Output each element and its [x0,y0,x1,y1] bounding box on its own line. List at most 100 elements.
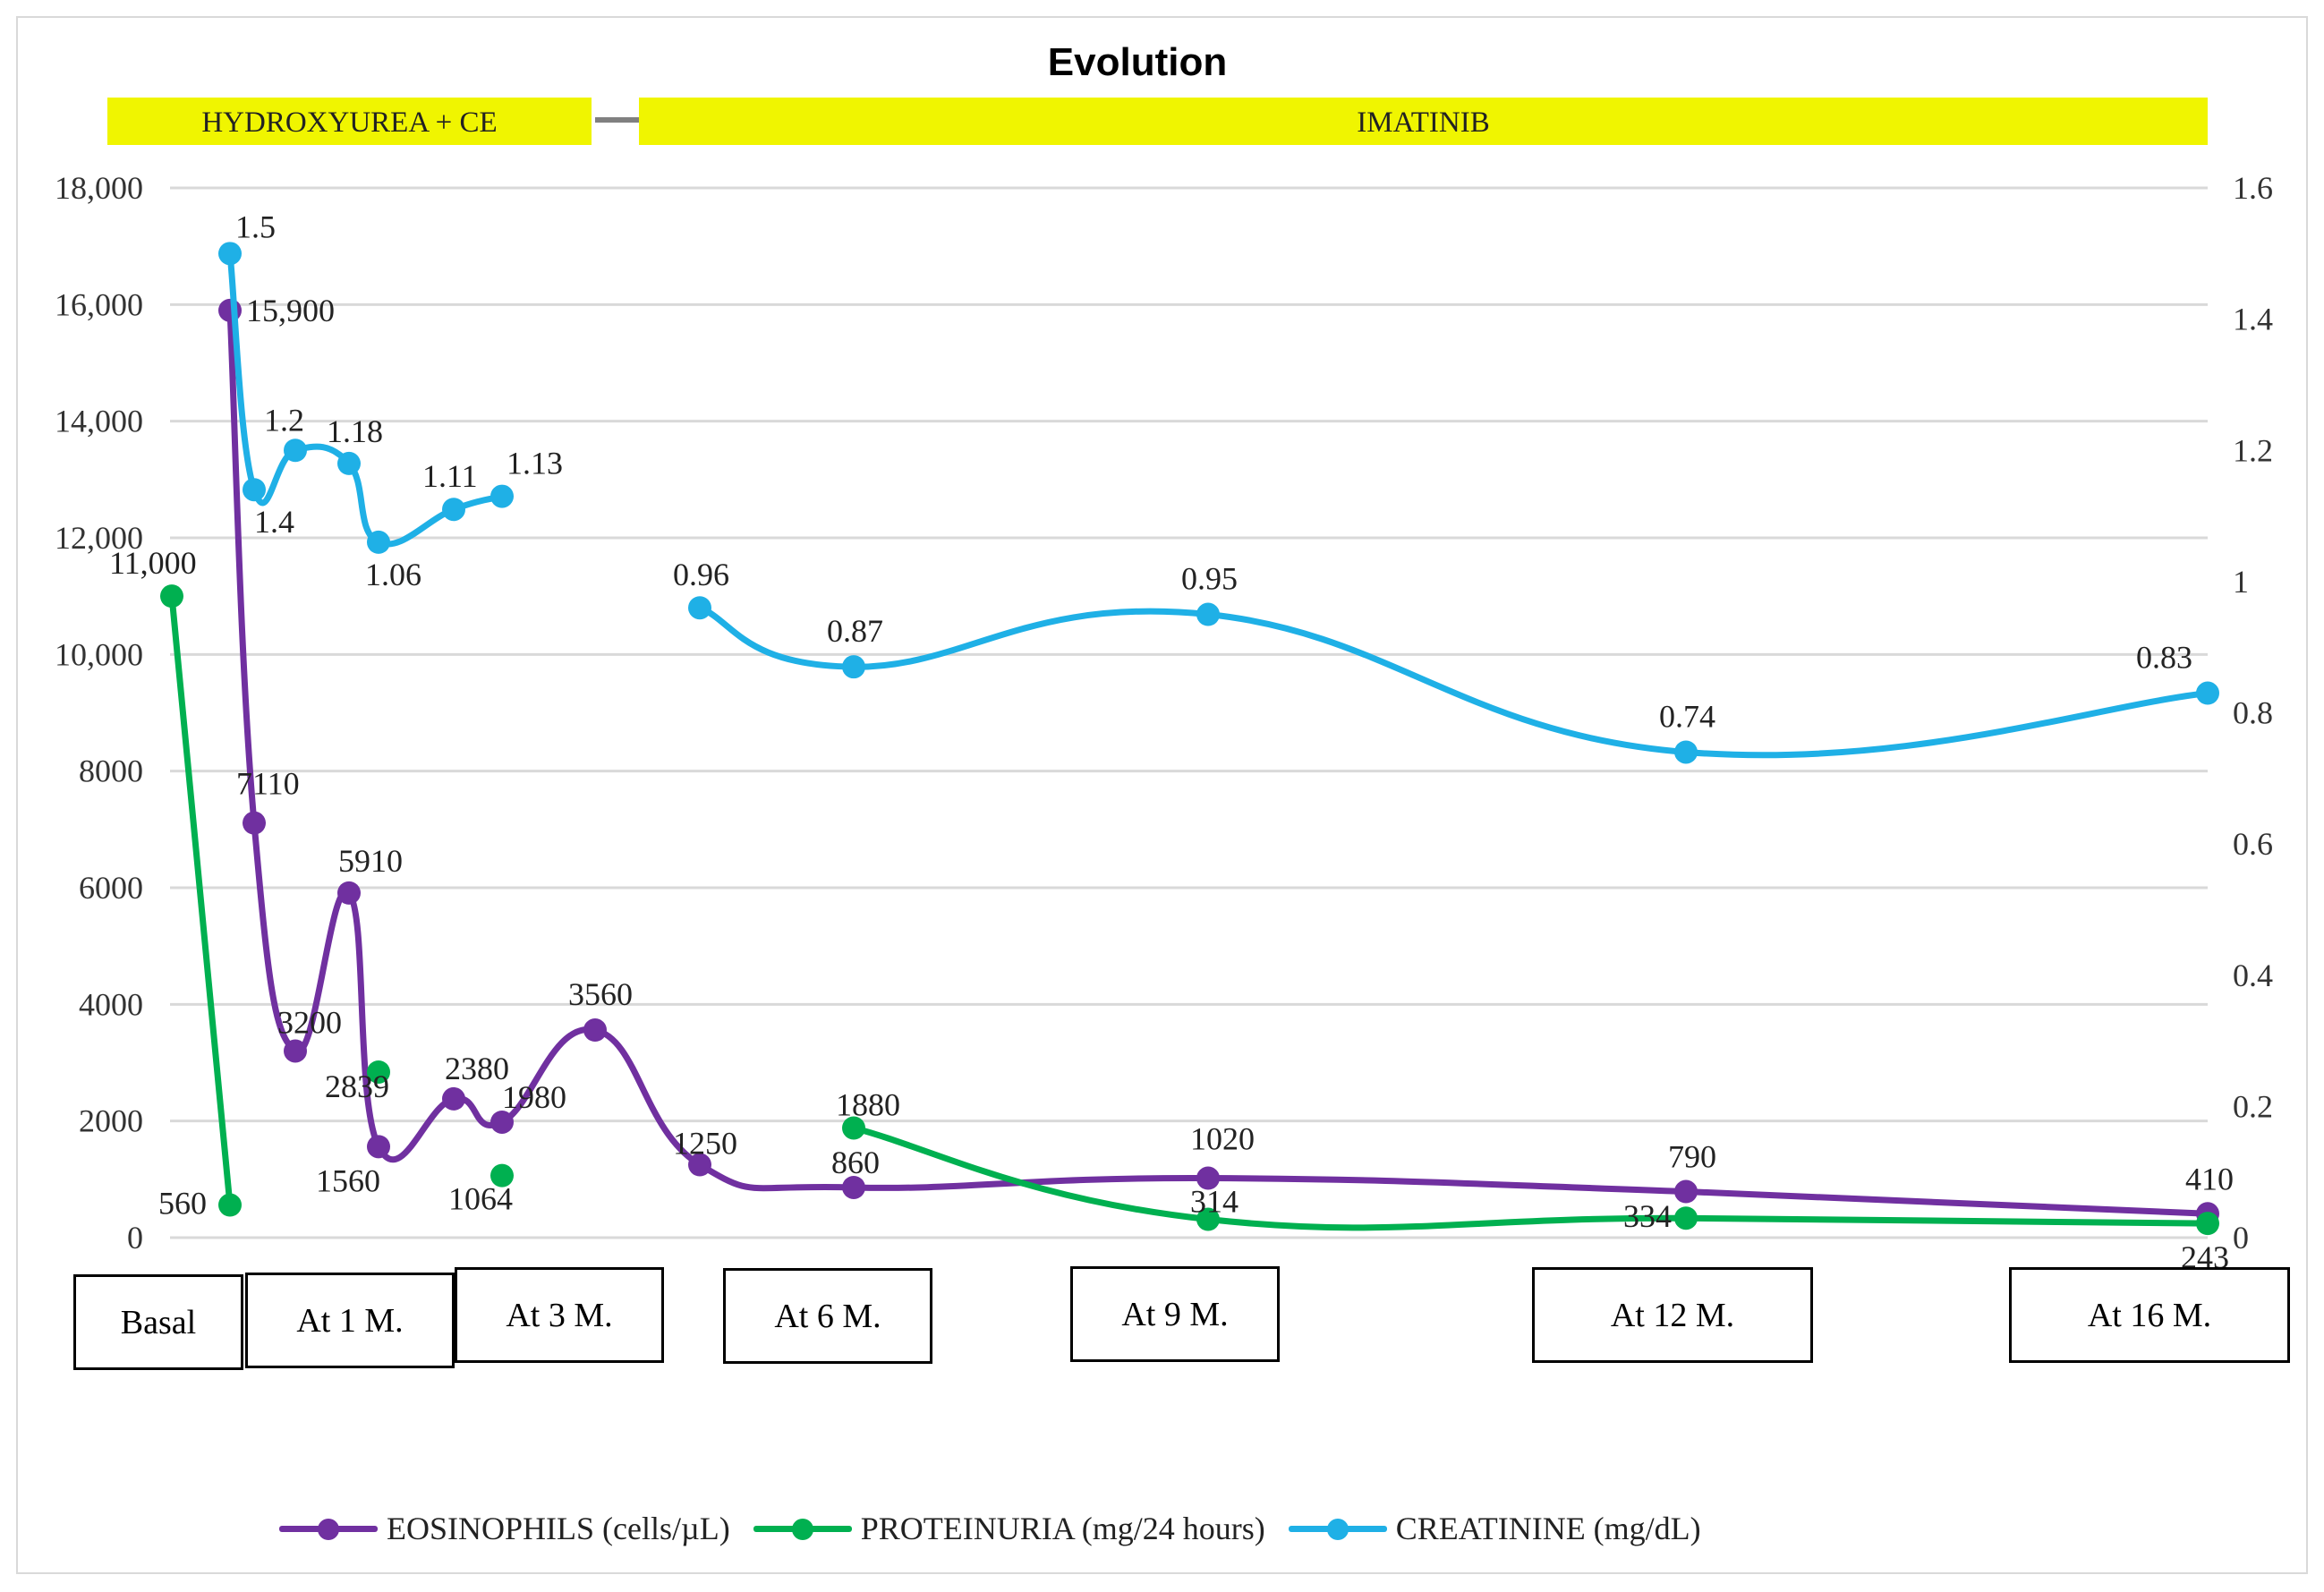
data-point [1674,1179,1698,1204]
legend-item: PROTEINURIA (mg/24 hours) [753,1510,1265,1547]
data-point [842,1175,865,1199]
series-line [853,1125,2209,1231]
data-point [337,881,361,905]
right-axis-tick: 1.6 [2233,170,2273,206]
data-point [490,1110,514,1134]
chart-legend: EOSINOPHILS (cells/µL) PROTEINURIA (mg/24… [279,1502,1724,1555]
data-label: 1.4 [254,504,294,540]
legend-label: EOSINOPHILS (cells/µL) [387,1511,730,1546]
series-line [168,595,234,1205]
data-point [1196,602,1220,626]
right-axis-tick: 1 [2233,564,2249,600]
data-label: 0.96 [673,557,729,592]
data-label: 3560 [568,976,633,1012]
data-label: 1880 [836,1086,900,1122]
phase-label: HYDROXYUREA + CE [201,106,497,139]
right-axis-tick: 0.8 [2233,695,2273,731]
legend-label: CREATININE (mg/dL) [1395,1511,1701,1546]
right-axis-tick: 0.2 [2233,1088,2273,1124]
legend-item: EOSINOPHILS (cells/µL) [279,1510,730,1547]
data-point [442,1086,465,1111]
left-axis-tick: 10,000 [55,636,143,672]
legend-swatch [753,1511,852,1546]
data-label: 860 [831,1145,880,1180]
data-label: 410 [2185,1161,2234,1196]
phase-bar [107,98,592,145]
legend-swatch [279,1511,378,1546]
timepoint-box: At 3 M. [455,1267,664,1363]
data-point [2196,681,2219,705]
timepoint-box: Basal [73,1274,243,1370]
series-line [226,252,503,548]
left-axis-tick: 8000 [79,753,143,789]
chart-title: Evolution [1048,40,1227,84]
data-label: 3200 [277,1004,342,1040]
chart-frame: 0 2000 4000 6000 8000 10,000 12,000 14,000 16,00… [16,16,2308,1574]
data-label: 0.83 [2136,640,2192,676]
data-point [1196,1166,1220,1190]
phase-label: IMATINIB [1357,106,1489,139]
data-label: 1.06 [365,557,421,592]
data-label: 0.87 [827,613,883,649]
data-label: 1.18 [327,413,383,449]
data-label: 1.5 [235,209,276,244]
data-point [842,1116,865,1140]
timepoint-box: At 1 M. [245,1273,455,1368]
data-label: 15,900 [246,293,335,328]
data-label: 1.2 [264,402,304,438]
data-label: 2839 [325,1068,389,1104]
left-axis-tick: 14,000 [55,404,143,439]
right-axis-tick: 1.4 [2233,302,2273,337]
data-point [842,655,865,679]
data-point [1674,1206,1698,1230]
data-point [284,438,307,463]
series-line [698,604,2209,759]
data-label: 1250 [673,1126,737,1162]
right-axis-tick: 0.6 [2233,826,2273,862]
right-axis-tick: 0 [2233,1220,2249,1256]
timepoint-box: At 6 M. [723,1268,932,1364]
data-point [218,242,242,266]
data-label: 560 [158,1186,207,1222]
phase-bar [639,98,2208,145]
left-axis-tick: 6000 [79,870,143,906]
data-label: 790 [1668,1139,1716,1175]
legend-label: PROTEINURIA (mg/24 hours) [860,1511,1265,1546]
data-point [1196,1207,1220,1231]
data-point [218,298,242,322]
data-point [490,484,514,508]
data-label: 1020 [1190,1121,1255,1157]
right-axis-tick: 1.2 [2233,432,2273,468]
left-axis-tick: 18,000 [55,170,143,206]
data-point [688,596,711,620]
data-label: 1064 [448,1181,513,1217]
data-label: 7110 [236,766,300,802]
data-label: 1.11 [422,458,478,494]
data-point [367,1135,390,1159]
evolution-chart: 0 2000 4000 6000 8000 10,000 12,000 14,000 16,00… [55,40,2273,1275]
data-label: 1.13 [507,446,563,481]
data-point [284,1039,307,1063]
data-point [367,1060,390,1084]
left-axis-tick: 16,000 [55,286,143,322]
series-line [226,310,2209,1217]
series-proteinuria [160,584,2219,1236]
data-label: 5910 [338,843,403,879]
data-point [2196,1212,2219,1236]
left-axis-tick: 0 [127,1220,143,1256]
data-point [442,498,465,522]
data-label: 0.74 [1659,698,1715,734]
data-point [583,1018,607,1043]
timepoint-box: At 16 M. [2009,1267,2290,1363]
data-point [243,478,266,502]
data-label: 2380 [445,1051,509,1086]
data-label: 334 [1623,1198,1672,1234]
left-axis-tick: 2000 [79,1103,143,1139]
data-label: 0.95 [1181,561,1238,597]
data-point [160,584,183,609]
data-point [367,530,390,554]
left-axis-tick: 4000 [79,986,143,1022]
data-series [160,242,2219,1236]
data-label: 314 [1190,1184,1239,1220]
